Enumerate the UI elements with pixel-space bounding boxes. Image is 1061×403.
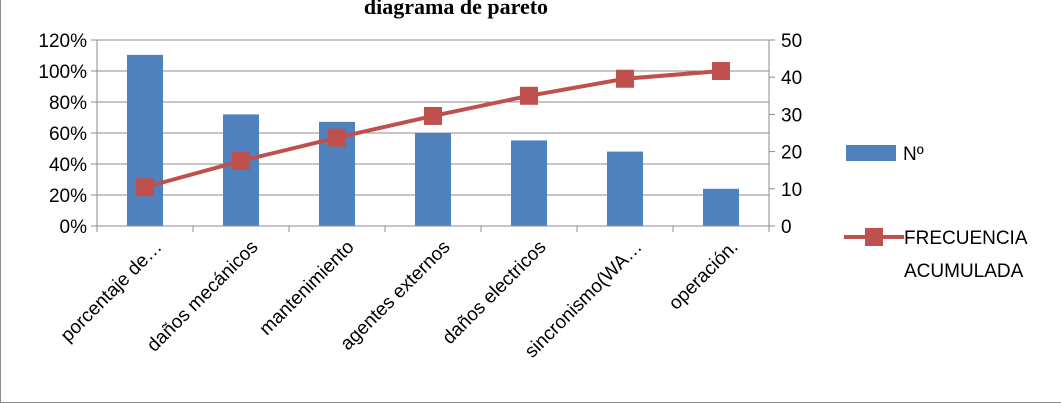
- bar-series: [127, 54, 739, 226]
- y-right-tick-label: 50: [781, 31, 802, 52]
- y-left-tick-label: 60%: [49, 124, 87, 145]
- legend-label-line-2: ACUMULADA: [904, 261, 1024, 282]
- x-tick-label: operación.: [665, 237, 743, 315]
- line-marker: [520, 86, 538, 105]
- x-tick-label: daños electricos: [439, 237, 551, 349]
- line-marker: [136, 178, 154, 197]
- y-right-tick-label: 20: [781, 143, 802, 164]
- line-marker: [328, 128, 346, 147]
- legend-label-line-1: FRECUENCIA: [904, 228, 1028, 249]
- line-marker: [232, 151, 250, 170]
- x-tick-label: mantenimiento: [256, 237, 359, 340]
- y-left-tick-label: 40%: [49, 155, 87, 176]
- legend-label-bars: Nº: [903, 144, 924, 165]
- y-right-tick-label: 30: [781, 105, 802, 126]
- line-series: [136, 62, 730, 197]
- y-right-tick-label: 40: [781, 68, 802, 89]
- bar: [511, 140, 547, 226]
- bar: [415, 133, 451, 226]
- bar: [223, 114, 259, 226]
- bar: [703, 188, 739, 226]
- line-marker: [616, 69, 634, 88]
- y-left-tick-label: 80%: [49, 93, 87, 114]
- line-marker: [712, 62, 730, 80]
- legend-marker-line: [865, 228, 883, 246]
- y-left-tick-label: 20%: [49, 186, 87, 207]
- y-right-tick-label: 0: [781, 217, 792, 238]
- y-left-tick-label: 120%: [38, 31, 87, 52]
- legend: Nº FRECUENCIA ACUMULADA: [844, 144, 1028, 282]
- y-left-tick-label: 0%: [60, 217, 88, 238]
- y-right-tick-label: 10: [781, 180, 802, 201]
- bar: [607, 151, 643, 226]
- y-left-tick-label: 100%: [38, 62, 87, 83]
- bar: [127, 54, 163, 226]
- legend-swatch-bars: [846, 145, 896, 161]
- chart-title: diagrama de pareto: [364, 0, 548, 19]
- x-tick-label: porcentaje de…: [57, 237, 167, 347]
- line-marker: [424, 106, 442, 125]
